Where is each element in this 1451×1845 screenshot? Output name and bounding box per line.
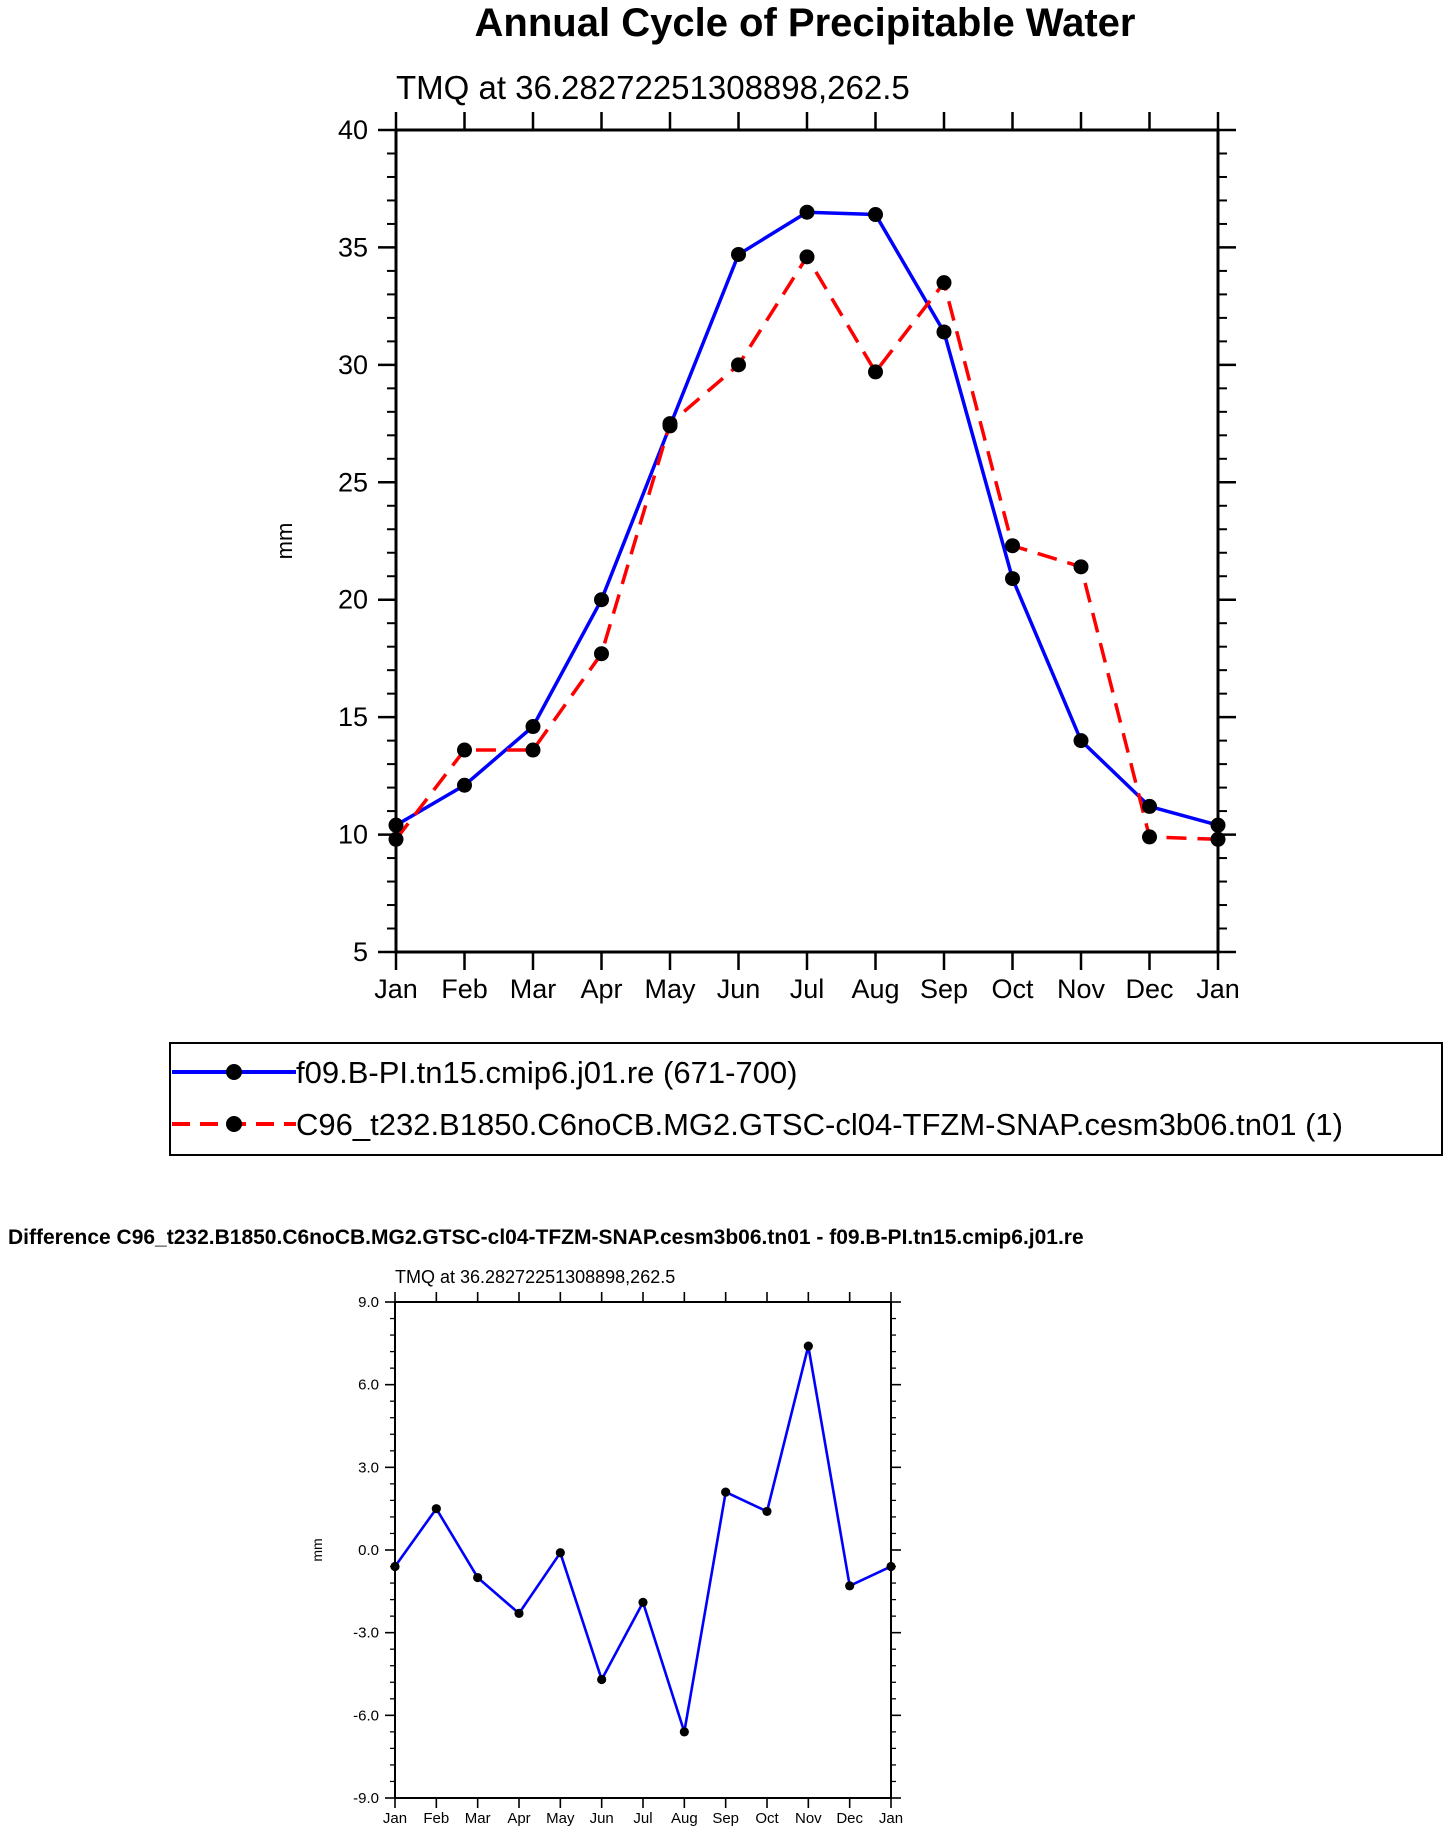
y-tick-label: 25 bbox=[338, 467, 368, 497]
x-tick-label: Dec bbox=[1125, 974, 1173, 1004]
series-1-point bbox=[525, 719, 541, 735]
main-chart-frame bbox=[394, 128, 1220, 954]
y-tick-label: 5 bbox=[353, 937, 368, 967]
difference-chart-frame bbox=[394, 1301, 892, 1799]
series-2-point bbox=[1005, 538, 1020, 554]
series-2-point bbox=[662, 416, 678, 432]
series-1-point bbox=[457, 777, 472, 793]
y-tick-label: 35 bbox=[338, 232, 368, 262]
main-chart-series bbox=[388, 204, 1226, 847]
legend-box bbox=[169, 1042, 1443, 1156]
x-tick-label: Feb bbox=[423, 1810, 449, 1827]
x-tick-label: Oct bbox=[991, 974, 1034, 1004]
x-tick-label: Jul bbox=[633, 1810, 652, 1827]
x-tick-label: Mar bbox=[510, 974, 557, 1004]
main-chart: Annual Cycle of Precipitable Water TMQ a… bbox=[272, 1, 1240, 1004]
x-tick-label: Apr bbox=[580, 974, 622, 1004]
y-tick-label: 15 bbox=[338, 702, 368, 732]
series-line-1 bbox=[393, 1344, 892, 1734]
series-1-point bbox=[845, 1581, 855, 1591]
x-tick-label: Jul bbox=[790, 974, 825, 1004]
series-2-point bbox=[1073, 559, 1089, 575]
series-1-point bbox=[1142, 798, 1157, 814]
series-1-point bbox=[638, 1597, 648, 1607]
difference-chart-series bbox=[390, 1341, 896, 1737]
x-tick-label: Jan bbox=[374, 974, 418, 1004]
y-tick-label: -3.0 bbox=[353, 1625, 379, 1642]
x-tick-label: Jan bbox=[383, 1810, 407, 1827]
y-tick-label: 20 bbox=[338, 585, 368, 615]
legend-label-2: C96_t232.B1850.C6noCB.MG2.GTSC-cl04-TFZM… bbox=[296, 1107, 1343, 1142]
series-line-1 bbox=[395, 210, 1219, 827]
series-2-point bbox=[594, 646, 609, 662]
difference-chart-subtitle: TMQ at 36.28272251308898,262.5 bbox=[395, 1267, 675, 1287]
x-tick-label: Sep bbox=[712, 1810, 739, 1827]
series-2-point bbox=[1142, 829, 1157, 845]
legend-entry-2: C96_t232.B1850.C6noCB.MG2.GTSC-cl04-TFZM… bbox=[172, 1107, 1343, 1142]
x-tick-label: Mar bbox=[465, 1810, 491, 1827]
y-tick-label: 10 bbox=[338, 820, 368, 850]
series-1-point bbox=[473, 1572, 483, 1583]
series-1-point bbox=[555, 1548, 565, 1558]
x-tick-label: Aug bbox=[671, 1810, 698, 1827]
series-1-point bbox=[1005, 571, 1020, 587]
x-tick-label: Feb bbox=[441, 974, 488, 1004]
series-2-point bbox=[799, 249, 815, 265]
x-tick-label: Aug bbox=[851, 974, 899, 1004]
series-1-point bbox=[1073, 733, 1089, 749]
y-tick-label: 3.0 bbox=[358, 1459, 379, 1476]
y-tick-label: -9.0 bbox=[353, 1790, 379, 1807]
series-1-point bbox=[803, 1341, 813, 1351]
y-tick-label: 40 bbox=[338, 115, 368, 145]
legend: f09.B-PI.tn15.cmip6.j01.re (671-700) C96… bbox=[169, 1042, 1443, 1156]
y-tick-label: 0.0 bbox=[358, 1542, 379, 1559]
x-tick-label: Sep bbox=[920, 974, 968, 1004]
x-tick-label: Jan bbox=[1196, 974, 1240, 1004]
legend-entry-1: f09.B-PI.tn15.cmip6.j01.re (671-700) bbox=[172, 1055, 797, 1090]
legend-marker-1 bbox=[226, 1064, 242, 1080]
x-tick-label: May bbox=[546, 1810, 575, 1827]
x-tick-label: Oct bbox=[755, 1810, 779, 1827]
x-tick-label: Apr bbox=[507, 1810, 530, 1827]
y-tick-label: 9.0 bbox=[358, 1294, 379, 1311]
main-chart-subtitle: TMQ at 36.28272251308898,262.5 bbox=[396, 69, 910, 106]
y-tick-label: 30 bbox=[338, 350, 368, 380]
main-chart-ylabel: mm bbox=[272, 523, 297, 560]
series-2-point bbox=[457, 742, 472, 758]
series-1-point bbox=[936, 324, 952, 340]
x-tick-label: Nov bbox=[1057, 974, 1106, 1004]
x-tick-label: Dec bbox=[836, 1810, 863, 1827]
main-chart-ticks: 5 10 15 20 25 30 35 40 Jan Feb Mar Apr May Jun Jul Aug S… bbox=[338, 112, 1240, 1004]
series-2-point bbox=[936, 275, 952, 291]
series-1-point bbox=[721, 1487, 731, 1497]
main-chart-title: Annual Cycle of Precipitable Water bbox=[475, 1, 1136, 45]
series-1-point bbox=[431, 1504, 441, 1514]
difference-chart: Difference C96_t232.B1850.C6noCB.MG2.GTS… bbox=[8, 1226, 1084, 1827]
legend-label-1: f09.B-PI.tn15.cmip6.j01.re (671-700) bbox=[296, 1055, 797, 1090]
y-tick-label: 6.0 bbox=[358, 1377, 379, 1394]
legend-marker-2 bbox=[226, 1116, 242, 1132]
x-tick-label: May bbox=[644, 974, 696, 1004]
series-1-point bbox=[594, 592, 609, 608]
x-tick-label: Nov bbox=[795, 1810, 822, 1827]
series-1-point bbox=[597, 1674, 607, 1685]
series-2-point bbox=[525, 742, 541, 758]
series-2-point bbox=[868, 364, 883, 380]
series-2-point bbox=[731, 357, 746, 373]
difference-chart-title: Difference C96_t232.B1850.C6noCB.MG2.GTS… bbox=[8, 1226, 1084, 1249]
series-1-point bbox=[514, 1608, 524, 1618]
x-tick-label: Jan bbox=[879, 1810, 903, 1827]
series-1-point bbox=[799, 204, 815, 220]
series-1-point bbox=[731, 246, 746, 262]
series-1-point bbox=[868, 207, 883, 223]
difference-chart-ylabel: mm bbox=[309, 1538, 325, 1561]
x-tick-label: Jun bbox=[590, 1810, 614, 1827]
y-tick-label: -6.0 bbox=[353, 1707, 379, 1724]
x-tick-label: Jun bbox=[717, 974, 761, 1004]
series-1-point bbox=[762, 1506, 772, 1517]
difference-chart-ticks: -9.0 -6.0 -3.0 0.0 3.0 6.0 9.0 Jan Feb Mar Apr May J… bbox=[353, 1292, 903, 1827]
series-1-point bbox=[679, 1727, 689, 1737]
